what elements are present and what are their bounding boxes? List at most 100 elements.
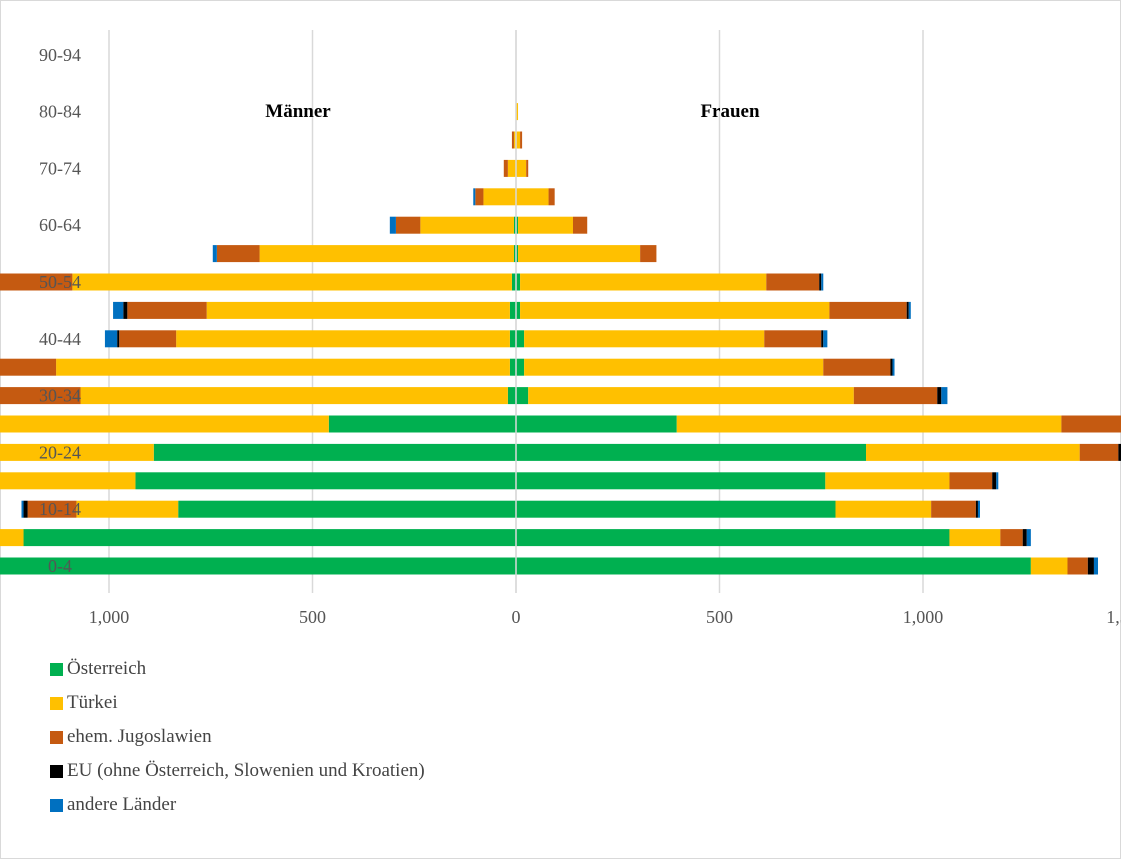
bar-women-segment [524,358,824,376]
bar-women-segment [766,273,820,291]
bar-men-segment [135,472,516,490]
bar-women-segment [520,301,830,319]
bar-men-segment [503,159,508,177]
women-label: Frauen [700,101,760,122]
bar-women-segment [516,557,1031,575]
bar-women-segment [906,301,909,319]
bar-women-segment [516,443,867,461]
bar-women-segment [819,273,822,291]
legend-swatch [50,696,63,710]
bar-men-segment [104,330,118,348]
bar-men-segment [259,245,514,263]
bar-women-segment [977,500,980,518]
bar-women-segment [516,131,521,149]
bar-men-segment [513,131,516,149]
bar-men-segment [507,387,516,405]
bar-men-segment [475,188,484,206]
bar-women-segment [516,301,521,319]
bar-women-segment [516,188,549,206]
bar-men-segment [23,529,517,547]
bar-men-segment [127,301,207,319]
bar-men-segment [0,273,73,291]
legend-label: andere Länder [67,794,177,815]
bar-women-segment [949,529,1001,547]
bar-men-segment [420,216,514,234]
legend-item: EU (ohne Österreich, Slowenien und Kroat… [50,759,425,783]
x-tick-label: 500 [706,607,733,627]
bar-men-segment [483,188,516,206]
bar-women-segment [1026,529,1031,547]
bar-women-segment [835,500,932,518]
y-tick-label: 90-94 [39,45,81,65]
bar-women-segment [516,216,519,234]
bar-women-segment [1079,443,1119,461]
bar-men-segment [153,443,516,461]
bar-women-segment [520,273,767,291]
x-tick-label: 500 [299,607,326,627]
bar-women-segment [516,358,525,376]
x-tick-label: 1,500 [1106,607,1121,627]
bar-men-segment [509,330,516,348]
bar-women-segment [1061,415,1121,433]
bar-women-segment [866,443,1080,461]
bar-men-segment [0,387,81,405]
bar-women-segment [829,301,907,319]
legend-item: andere Länder [50,793,176,817]
bar-women-segment [640,245,657,263]
bar-women-segment [892,358,895,376]
bar-men-segment [23,500,28,518]
bar-men-segment [509,358,516,376]
bar-men-segment [113,301,124,319]
y-tick-label: 20-24 [39,442,81,462]
bars [0,103,1121,575]
y-tick-label: 80-84 [39,102,81,122]
y-tick-label: 30-34 [39,386,81,406]
legend-label: ehem. Jugoslawien [67,726,212,747]
y-tick-label: 50-54 [39,272,81,292]
bar-women-segment [676,415,1062,433]
legend-swatch [50,662,63,676]
bar-men-segment [72,273,512,291]
axes: 2,0001,5001,00050005001,0001,5002,0000-4… [39,30,1121,627]
bar-men-segment [0,358,57,376]
bar-women-segment [548,188,555,206]
bar-women-segment [1067,557,1088,575]
bar-men-segment [0,472,136,490]
bar-men-segment [56,358,510,376]
men-label: Männer [265,101,331,122]
bar-women-segment [518,216,573,234]
bar-men-segment [0,415,329,433]
bar-women-segment [890,358,893,376]
bar-women-segment [821,330,824,348]
y-tick-label: 40-44 [39,329,81,349]
bar-women-segment [524,330,765,348]
bar-women-segment [516,500,836,518]
bar-women-segment [821,273,824,291]
x-tick-label: 1,000 [89,607,130,627]
bar-women-segment [823,358,891,376]
bar-women-segment [518,245,641,263]
bar-men-segment [119,330,177,348]
bar-women-segment [516,415,677,433]
legend-swatch [50,730,63,744]
legend-label: EU (ohne Österreich, Slowenien und Kroat… [67,760,425,781]
bar-men-segment [473,188,476,206]
x-tick-label: 0 [512,607,521,627]
bar-women-segment [908,301,911,319]
bar-women-segment [1000,529,1023,547]
bar-women-segment [516,159,527,177]
legend-label: Türkei [67,692,118,713]
bar-women-segment [1022,529,1027,547]
legend-label: Österreich [67,658,147,679]
y-tick-label: 0-4 [48,556,72,576]
bar-women-segment [823,330,828,348]
bar-men-segment [21,500,24,518]
bar-women-segment [516,387,529,405]
legend-item: Österreich [50,657,146,681]
bar-men-segment [212,245,217,263]
bar-men-segment [511,273,516,291]
bar-men-segment [0,557,516,575]
legend-swatch [50,798,63,812]
bar-men-segment [117,330,120,348]
